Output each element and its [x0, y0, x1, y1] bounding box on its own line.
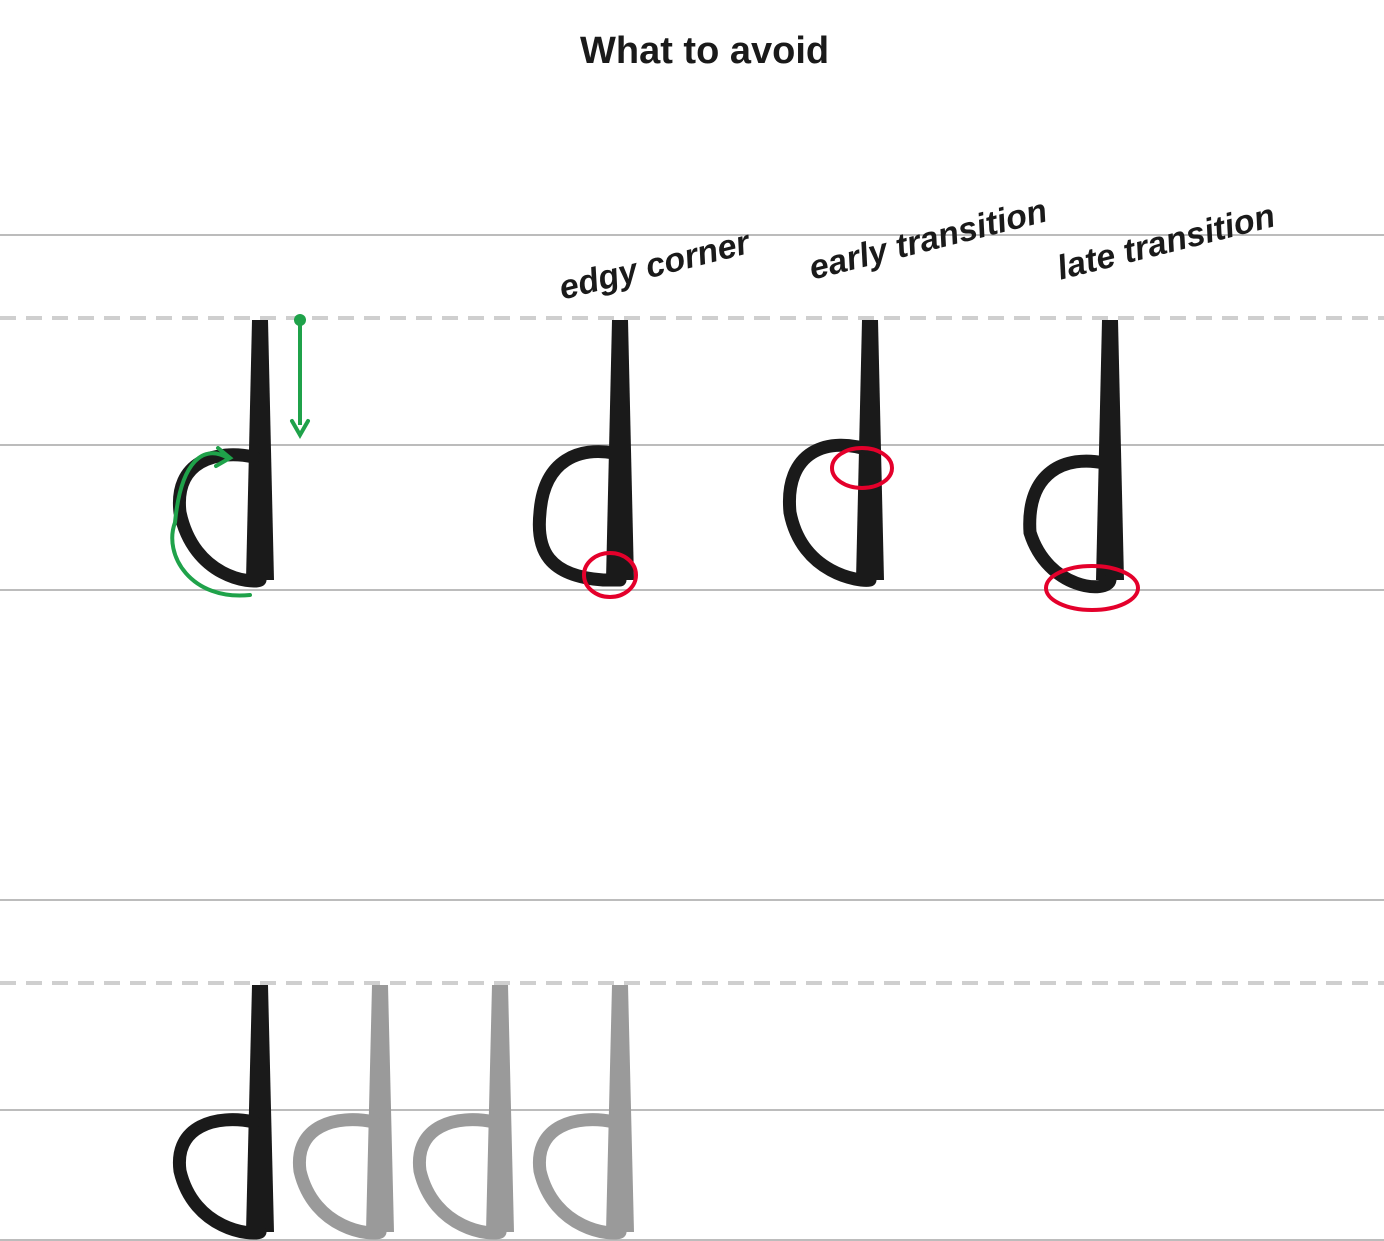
letter-stem	[486, 985, 514, 1232]
letter-stem	[606, 985, 634, 1232]
letter-stem	[366, 985, 394, 1232]
letter-stem	[1096, 320, 1124, 580]
worksheet-page: What to avoid edgy corner early transiti…	[0, 0, 1384, 1241]
worksheet-svg	[0, 0, 1384, 1241]
letter-stem	[246, 985, 274, 1232]
page-title: What to avoid	[580, 30, 829, 73]
